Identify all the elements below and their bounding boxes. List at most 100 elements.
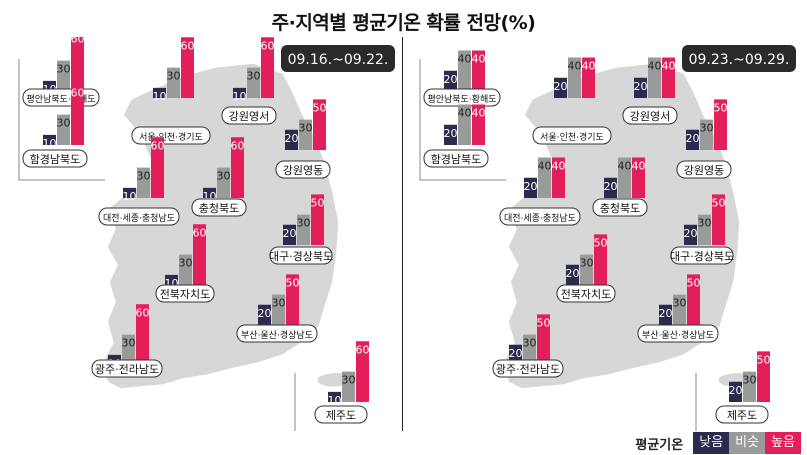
legend: 평균기온 낮음 비슷 높음: [635, 432, 801, 454]
region-name-label: 광주·전라남도: [496, 363, 560, 376]
region-label-pill: [532, 126, 612, 145]
bar-low: [659, 304, 672, 325]
bar-value-label: 30: [179, 257, 193, 270]
bar-value-label: 40: [632, 160, 646, 173]
bar-similar: [618, 157, 631, 198]
region-name-label: 서울·인천·경기도: [540, 131, 604, 143]
north-inset-frame: [18, 59, 105, 181]
bar-value-label: 60: [181, 39, 195, 52]
bar-similar: [137, 167, 150, 198]
bar-similar: [57, 60, 70, 91]
region-label-pill: [670, 246, 734, 265]
region-label-pill: [91, 359, 163, 378]
region-label-pill: [221, 106, 277, 125]
bar-high: [537, 314, 550, 365]
bar-value-label: 30: [137, 170, 151, 183]
bar-low: [328, 391, 341, 402]
bar-high: [181, 37, 194, 98]
region-label-pill: [22, 149, 88, 168]
bar-value-label: 30: [57, 63, 71, 76]
region-label-pill: [499, 207, 581, 226]
north-inset-frame: [419, 59, 506, 181]
bar-value-label: 40: [552, 160, 566, 173]
bar-similar: [648, 57, 661, 98]
bar-low: [233, 87, 246, 98]
bar-high: [193, 224, 206, 285]
bar-similar: [342, 371, 355, 402]
region-name-label: 함경남북도: [431, 153, 482, 166]
bar-similar: [57, 114, 70, 145]
bar-value-label: 30: [743, 374, 757, 387]
week1-map-chart: 09.16.~09.22.103060평안남북도·황해도103060함경남북도1…: [18, 37, 395, 431]
bar-low: [684, 224, 697, 245]
legend-low: 낮음: [693, 432, 730, 454]
bar-high: [552, 157, 565, 198]
bar-similar: [568, 57, 581, 98]
region-label-pill: [637, 324, 719, 343]
region-label-pill: [275, 160, 331, 179]
bar-value-label: 60: [71, 37, 85, 45]
bar-value-label: 20: [524, 180, 538, 193]
legend-high: 높음: [765, 432, 801, 454]
jeju-inset-frame: [294, 373, 296, 431]
bar-high: [136, 304, 149, 365]
bar-value-label: 30: [247, 70, 261, 83]
bar-value-label: 40: [472, 53, 486, 66]
bar-value-label: 30: [217, 170, 231, 183]
region-name-label: 평안남북도·황해도: [427, 94, 496, 105]
bar-low: [604, 177, 617, 198]
bar-value-label: 40: [568, 60, 582, 73]
bar-similar: [272, 294, 285, 325]
bar-value-label: 20: [566, 267, 580, 280]
bar-high: [594, 234, 607, 285]
region-label-pill: [622, 106, 678, 125]
bar-value-label: 60: [231, 139, 245, 152]
region-label-pill: [423, 149, 489, 168]
region-name-label: 전북자치도: [160, 288, 211, 301]
week1-panel: 09.16.~09.22.103060평안남북도·황해도103060함경남북도1…: [3, 37, 404, 431]
region-name-label: 함경남북도: [30, 153, 81, 166]
bar-similar: [179, 254, 192, 285]
panel-divider: [402, 37, 403, 431]
region-label-pill: [155, 284, 215, 303]
bar-high: [261, 37, 274, 98]
region-name-label: 부산·울산·경상남도: [642, 329, 714, 341]
legend-title: 평균기온: [635, 437, 684, 453]
bar-value-label: 50: [313, 101, 327, 114]
bar-value-label: 40: [662, 60, 676, 73]
bar-low: [444, 70, 457, 91]
bar-value-label: 50: [311, 196, 325, 209]
bar-similar: [580, 254, 593, 285]
region-label-pill: [236, 324, 318, 343]
bar-high: [712, 194, 725, 245]
bar-value-label: 50: [714, 101, 728, 114]
bar-high: [313, 99, 326, 150]
bar-value-label: 30: [122, 337, 136, 350]
bar-high: [71, 84, 84, 145]
bar-value-label: 30: [299, 122, 313, 135]
bar-value-label: 20: [604, 180, 618, 193]
bar-value-label: 20: [509, 347, 523, 360]
bar-value-label: 20: [686, 132, 700, 145]
bar-low: [123, 187, 136, 198]
bar-value-label: 20: [634, 80, 648, 93]
bar-high: [472, 104, 485, 145]
bar-low: [524, 177, 537, 198]
bar-value-label: 20: [554, 80, 568, 93]
bar-value-label: 60: [71, 86, 85, 99]
